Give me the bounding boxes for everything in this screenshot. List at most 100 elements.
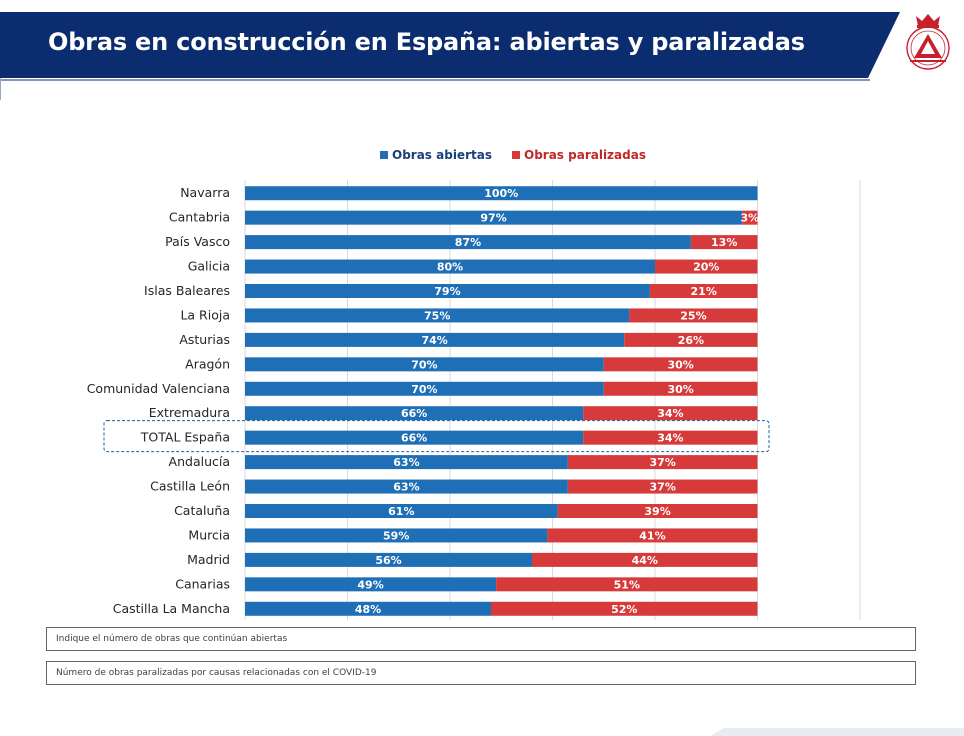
crowned-triangle-emblem-icon [906, 14, 950, 70]
data-label-obras-paralizadas-cataluna: 39% [644, 505, 670, 518]
category-label-canarias: Canarias [175, 576, 230, 591]
bar-obras-paralizadas-comunidad-valenciana [603, 381, 758, 396]
data-label-obras-abiertas-comunidad-valenciana: 70% [411, 383, 437, 396]
header-banner [0, 12, 950, 100]
bar-obras-paralizadas-andalucia [567, 455, 758, 470]
bar-obras-paralizadas-castilla-la-mancha [491, 601, 758, 616]
category-label-galicia: Galicia [188, 259, 230, 274]
data-label-obras-paralizadas-islas-baleares: 21% [691, 285, 717, 298]
bar-obras-abiertas-canarias [245, 577, 497, 592]
bar-obras-abiertas-comunidad-valenciana [245, 381, 604, 396]
bar-obras-abiertas-madrid [245, 552, 532, 567]
bar-obras-paralizadas-islas-baleares [649, 284, 758, 298]
bar-obras-abiertas-pais-vasco [245, 235, 691, 250]
bar-obras-paralizadas-castilla-leon [567, 479, 758, 494]
bar-obras-abiertas-extremadura [245, 406, 584, 421]
data-label-obras-abiertas-aragon: 70% [411, 358, 437, 371]
banner-shape [0, 12, 900, 78]
category-label-murcia: Murcia [188, 527, 230, 542]
bar-obras-abiertas-aragon [245, 357, 604, 372]
data-label-obras-abiertas-madrid: 56% [375, 554, 401, 567]
data-label-obras-paralizadas-castilla-leon: 37% [650, 481, 676, 494]
category-label-la-rioja: La Rioja [180, 307, 230, 322]
data-label-obras-paralizadas-castilla-la-mancha: 52% [611, 603, 637, 616]
bar-obras-abiertas-castilla-leon [245, 479, 568, 494]
bar-obras-abiertas-islas-baleares [245, 284, 650, 298]
data-label-obras-paralizadas-galicia: 20% [693, 261, 719, 274]
category-label-pais-vasco: País Vasco [165, 234, 230, 249]
data-label-obras-abiertas-cantabria: 97% [480, 212, 506, 225]
data-label-obras-abiertas-asturias: 74% [421, 334, 447, 347]
chart-data-labels: 100% 97% 3% 87% 13% 80% 20% 79% 21% 75% 25% 74% 26% 7… [355, 187, 759, 616]
bar-obras-abiertas-murcia [245, 528, 548, 543]
data-label-obras-abiertas-castilla-leon: 63% [393, 481, 419, 494]
category-label-andalucia: Andalucía [169, 454, 230, 469]
bar-obras-paralizadas-pais-vasco [690, 235, 758, 250]
data-label-obras-abiertas-castilla-la-mancha: 48% [355, 603, 381, 616]
category-label-asturias: Asturias [179, 332, 230, 347]
data-label-obras-abiertas-canarias: 49% [357, 578, 383, 591]
bar-obras-abiertas-total-espana [245, 430, 584, 445]
data-label-obras-abiertas-cataluna: 61% [388, 505, 414, 518]
bar-obras-abiertas-cataluna [245, 504, 558, 518]
data-label-obras-abiertas-galicia: 80% [437, 261, 463, 274]
legend-label-obras-paralizadas: Obras paralizadas [524, 148, 646, 162]
category-label-madrid: Madrid [187, 552, 230, 567]
bar-obras-paralizadas-canarias [496, 577, 758, 592]
data-label-obras-paralizadas-andalucia: 37% [650, 456, 676, 469]
data-label-obras-paralizadas-la-rioja: 25% [680, 309, 706, 322]
stacked-bar-chart: Obras abiertas Obras paralizadas 100% 97% 3… [87, 148, 861, 620]
bar-obras-paralizadas-cantabria [742, 210, 758, 225]
data-label-obras-abiertas-extremadura: 66% [401, 407, 427, 420]
data-label-obras-abiertas-navarra: 100% [484, 187, 518, 200]
data-label-obras-abiertas-la-rioja: 75% [424, 309, 450, 322]
data-label-obras-abiertas-pais-vasco: 87% [455, 236, 481, 249]
total-espana-highlight-frame [103, 420, 770, 453]
data-label-obras-paralizadas-murcia: 41% [639, 529, 665, 542]
corner-decoration [710, 728, 964, 736]
bar-obras-paralizadas-la-rioja [629, 308, 758, 323]
chart-legend: Obras abiertas Obras paralizadas [380, 148, 646, 162]
category-label-islas-baleares: Islas Baleares [144, 283, 230, 298]
data-label-obras-abiertas-total-espana: 66% [401, 432, 427, 445]
data-label-obras-paralizadas-canarias: 51% [614, 578, 640, 591]
bar-obras-abiertas-castilla-la-mancha [245, 601, 491, 616]
note-halted-works-covid: Número de obras paralizadas por causas r… [46, 661, 916, 685]
chart-bars [245, 186, 758, 616]
data-label-obras-paralizadas-extremadura: 34% [657, 407, 683, 420]
data-label-obras-paralizadas-asturias: 26% [678, 334, 704, 347]
data-label-obras-abiertas-islas-baleares: 79% [434, 285, 460, 298]
bar-obras-paralizadas-total-espana [583, 430, 758, 445]
data-label-obras-paralizadas-madrid: 44% [632, 554, 658, 567]
legend-swatch-obras-paralizadas [512, 151, 520, 159]
category-label-navarra: Navarra [180, 185, 230, 200]
category-label-total-espana: TOTAL España [140, 430, 230, 445]
page-title: Obras en construcción en España: abierta… [48, 28, 805, 56]
category-label-castilla-leon: Castilla León [150, 479, 230, 494]
bar-obras-paralizadas-madrid [532, 552, 758, 567]
chart-category-labels: Navarra Cantabria País Vasco Galicia Islas B… [87, 185, 230, 616]
bar-obras-abiertas-la-rioja [245, 308, 630, 323]
bar-obras-paralizadas-cataluna [557, 504, 758, 518]
category-label-cataluna: Cataluña [174, 503, 230, 518]
bar-obras-abiertas-andalucia [245, 455, 568, 470]
legend-label-obras-abiertas: Obras abiertas [392, 148, 492, 162]
data-label-obras-paralizadas-total-espana: 34% [657, 432, 683, 445]
bar-obras-paralizadas-murcia [547, 528, 758, 543]
data-label-obras-paralizadas-cantabria: 3% [740, 212, 759, 225]
bar-obras-abiertas-asturias [245, 332, 625, 347]
category-label-aragon: Aragón [185, 356, 230, 371]
category-label-cantabria: Cantabria [169, 210, 230, 225]
legend-swatch-obras-abiertas [380, 151, 388, 159]
bar-obras-paralizadas-extremadura [583, 406, 758, 421]
data-label-obras-paralizadas-comunidad-valenciana: 30% [667, 383, 693, 396]
bar-obras-abiertas-cantabria [245, 210, 743, 225]
bar-obras-paralizadas-aragon [603, 357, 758, 372]
category-label-comunidad-valenciana: Comunidad Valenciana [87, 381, 230, 396]
data-label-obras-paralizadas-aragon: 30% [667, 358, 693, 371]
bar-obras-paralizadas-galicia [655, 259, 758, 274]
bar-obras-abiertas-galicia [245, 259, 655, 274]
data-label-obras-abiertas-murcia: 59% [383, 529, 409, 542]
note-open-works: Indique el número de obras que continúan… [46, 627, 916, 651]
bar-obras-paralizadas-asturias [624, 332, 758, 347]
